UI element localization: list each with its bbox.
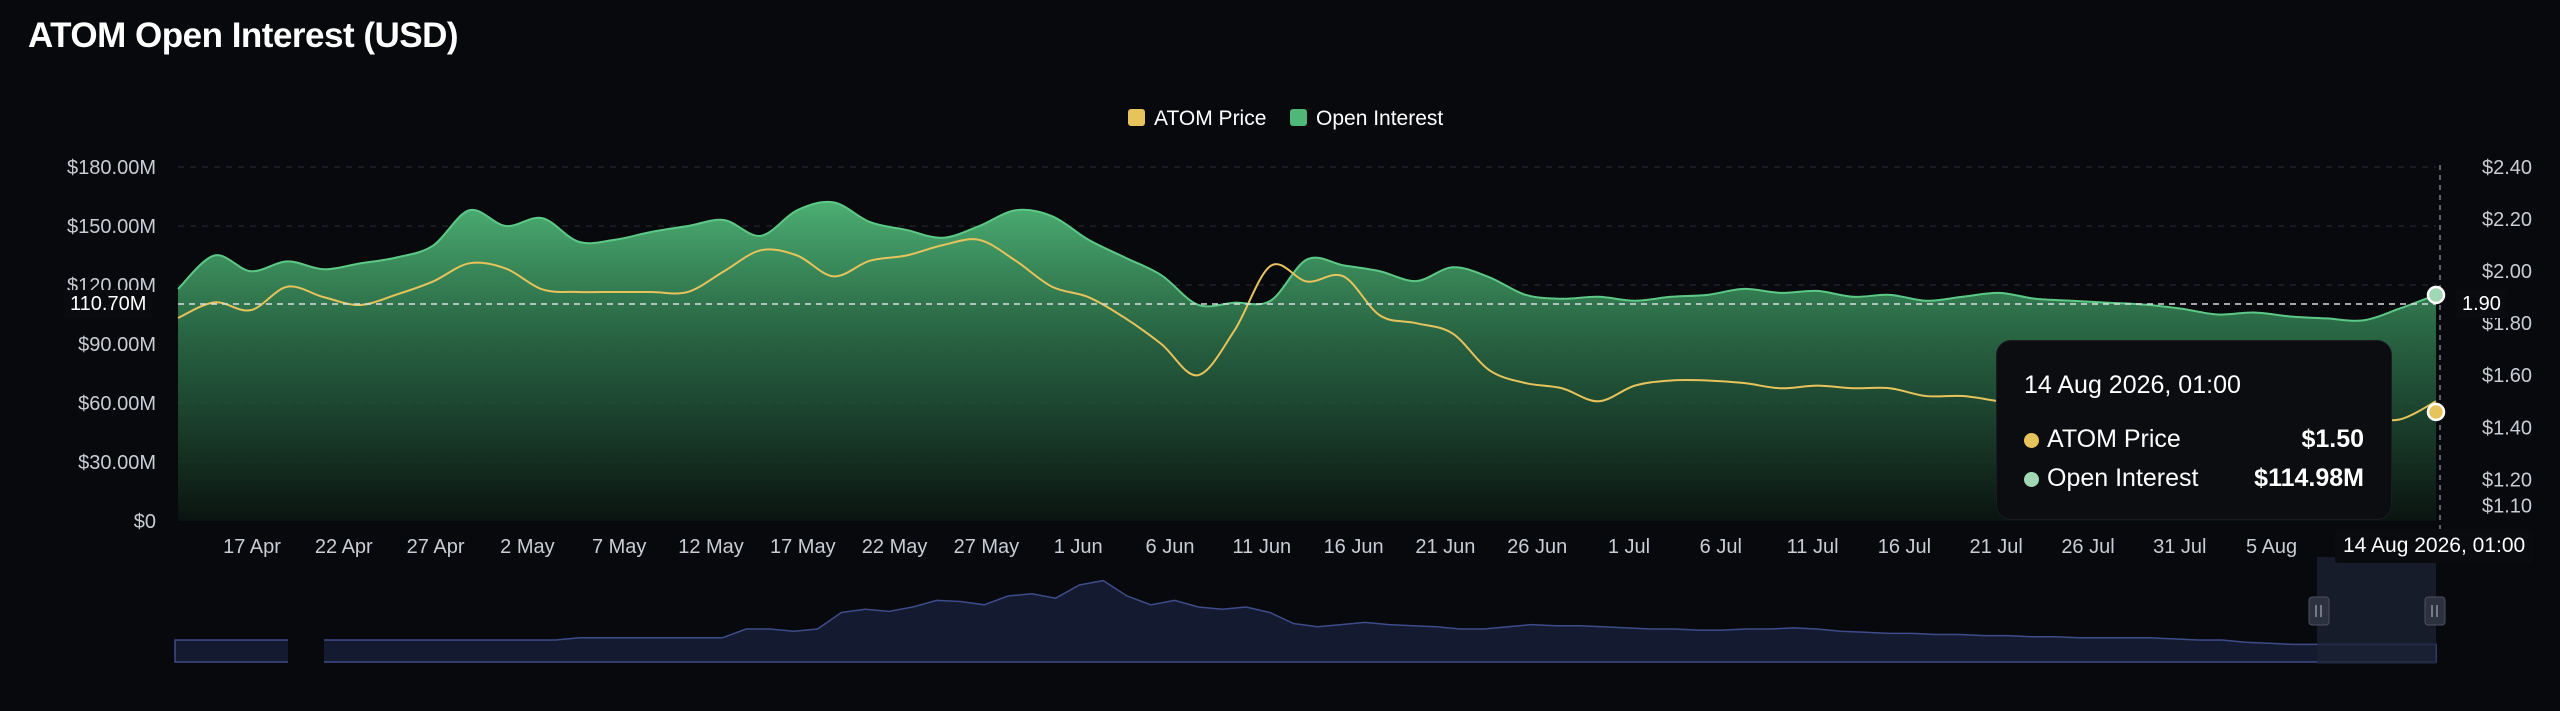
y-left-tick-label: $150.00M xyxy=(67,216,156,238)
y-left-tick-label: $30.00M xyxy=(78,452,156,474)
legend-label: Open Interest xyxy=(1316,107,1443,130)
navigator-left-handle[interactable] xyxy=(2308,596,2330,626)
x-tick-label: 11 Jul xyxy=(1787,536,1839,558)
y-left-tick-label: $0 xyxy=(134,511,156,533)
price-dot-icon xyxy=(2024,433,2039,448)
navigator-window xyxy=(2317,557,2436,664)
y-right-tick-label: $1.80 xyxy=(2482,313,2532,335)
x-tick-label: 12 May xyxy=(678,536,744,558)
tooltip-value: $114.98M xyxy=(2254,464,2364,492)
legend-swatch xyxy=(1128,109,1145,126)
tooltip-row-oi: Open Interest $114.98M xyxy=(2024,464,2364,493)
x-tick-label: 2 May xyxy=(500,536,554,558)
y-right-tick-label: $2.00 xyxy=(2482,261,2532,283)
crosshair-right-value: 1.90 xyxy=(2456,290,2507,318)
x-tick-label: 6 Jul xyxy=(1700,536,1742,558)
page-title: ATOM Open Interest (USD) xyxy=(28,16,459,55)
x-tick-label: 22 Apr xyxy=(315,536,373,558)
tooltip-title: 14 Aug 2026, 01:00 xyxy=(2024,371,2241,399)
x-tick-label: 7 May xyxy=(592,536,646,558)
x-tick-label: 5 Aug xyxy=(2246,536,2297,558)
x-tick-label: 31 Jul xyxy=(2153,536,2206,558)
open-interest-line xyxy=(177,200,2437,322)
atom-price-marker xyxy=(2426,402,2446,422)
y-right-tick-label: $1.20 xyxy=(2482,469,2532,491)
x-tick-label: 16 Jul xyxy=(1878,536,1931,558)
y-left-tick-label: $90.00M xyxy=(78,334,156,356)
x-tick-label: 26 Jul xyxy=(2061,536,2114,558)
navigator-gap xyxy=(288,636,324,664)
x-tick-label: 26 Jun xyxy=(1507,536,1567,558)
x-tick-label: 16 Jun xyxy=(1324,536,1384,558)
x-tick-label: 17 May xyxy=(770,536,836,558)
x-tick-label: 17 Apr xyxy=(223,536,281,558)
oi-dot-icon xyxy=(2024,472,2039,487)
x-tick-label: 27 May xyxy=(954,536,1020,558)
open-interest-marker xyxy=(2426,285,2446,305)
x-tick-label: 22 May xyxy=(862,536,928,558)
x-tick-label: 27 Apr xyxy=(407,536,465,558)
y-right-tick-label: $2.40 xyxy=(2482,157,2532,179)
y-right-tick-label: $2.20 xyxy=(2482,209,2532,231)
y-right-tick-label: $1.10 xyxy=(2482,495,2532,517)
navigator-series xyxy=(174,579,2437,663)
x-tick-label: 21 Jun xyxy=(1415,536,1475,558)
x-tick-label: 11 Jun xyxy=(1233,536,1292,558)
chart-tooltip: 14 Aug 2026, 01:00 ATOM Price $1.50 Open… xyxy=(1997,341,2391,519)
navigator-right-handle[interactable] xyxy=(2424,596,2446,626)
tooltip-value: $1.50 xyxy=(2301,425,2364,453)
crosshair-date-label: 14 Aug 2026, 01:00 xyxy=(2335,529,2534,563)
y-right-tick-label: $1.40 xyxy=(2482,417,2532,439)
y-left-tick-label: $180.00M xyxy=(67,157,156,179)
tooltip-label: Open Interest xyxy=(2047,464,2199,492)
x-tick-label: 1 Jul xyxy=(1608,536,1650,558)
tooltip-row-price: ATOM Price $1.50 xyxy=(2024,425,2364,454)
open-interest-area xyxy=(178,201,2436,521)
crosshair-left-value: 110.70M xyxy=(64,290,153,318)
y-right-tick-label: $1.60 xyxy=(2482,365,2532,387)
y-left-tick-label: $60.00M xyxy=(78,393,156,415)
x-tick-label: 1 Jun xyxy=(1054,536,1103,558)
x-tick-label: 21 Jul xyxy=(1970,536,2023,558)
legend-swatch xyxy=(1290,109,1307,126)
tooltip-label: ATOM Price xyxy=(2047,425,2181,453)
x-tick-label: 6 Jun xyxy=(1146,536,1195,558)
legend-label: ATOM Price xyxy=(1154,107,1266,130)
